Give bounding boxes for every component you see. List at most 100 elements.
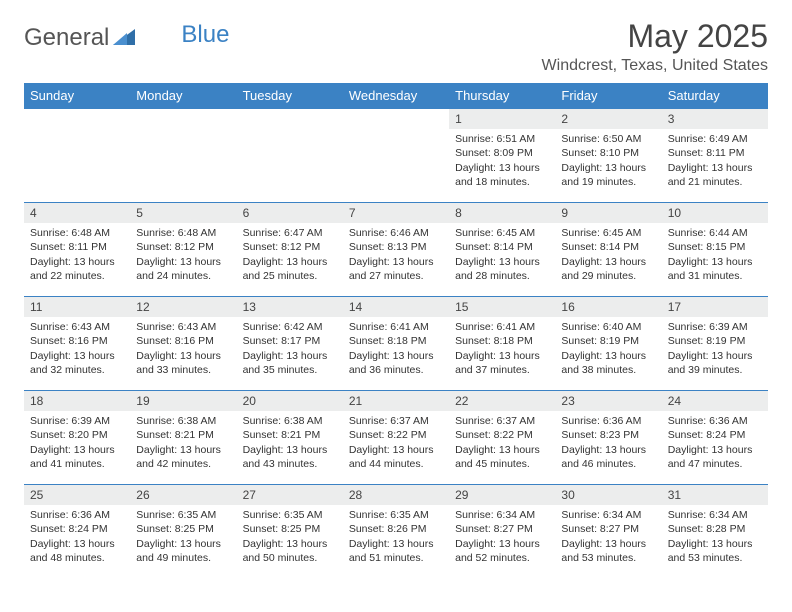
calendar-day-cell: 4Sunrise: 6:48 AMSunset: 8:11 PMDaylight… — [24, 203, 130, 297]
day-number: 20 — [237, 391, 343, 411]
day-number: 25 — [24, 485, 130, 505]
sunrise-line: Sunrise: 6:36 AM — [668, 414, 762, 428]
daylight-line: Daylight: 13 hours and 32 minutes. — [30, 349, 124, 377]
calendar-day-cell: 27Sunrise: 6:35 AMSunset: 8:25 PMDayligh… — [237, 485, 343, 579]
sunrise-line: Sunrise: 6:45 AM — [561, 226, 655, 240]
calendar-day-cell: 3Sunrise: 6:49 AMSunset: 8:11 PMDaylight… — [662, 109, 768, 203]
sunrise-line: Sunrise: 6:39 AM — [30, 414, 124, 428]
calendar: SundayMondayTuesdayWednesdayThursdayFrid… — [24, 83, 768, 579]
day-number: 9 — [555, 203, 661, 223]
day-details: Sunrise: 6:42 AMSunset: 8:17 PMDaylight:… — [237, 317, 343, 379]
sunset-line: Sunset: 8:18 PM — [349, 334, 443, 348]
logo-triangle-icon — [113, 24, 135, 52]
day-details: Sunrise: 6:44 AMSunset: 8:15 PMDaylight:… — [662, 223, 768, 285]
sunset-line: Sunset: 8:11 PM — [30, 240, 124, 254]
calendar-day-cell: 10Sunrise: 6:44 AMSunset: 8:15 PMDayligh… — [662, 203, 768, 297]
logo-text-a: General — [24, 24, 109, 52]
calendar-empty-cell — [130, 109, 236, 203]
day-details: Sunrise: 6:49 AMSunset: 8:11 PMDaylight:… — [662, 129, 768, 191]
calendar-day-cell: 6Sunrise: 6:47 AMSunset: 8:12 PMDaylight… — [237, 203, 343, 297]
calendar-day-cell: 7Sunrise: 6:46 AMSunset: 8:13 PMDaylight… — [343, 203, 449, 297]
daylight-line: Daylight: 13 hours and 27 minutes. — [349, 255, 443, 283]
sunset-line: Sunset: 8:12 PM — [243, 240, 337, 254]
sunset-line: Sunset: 8:11 PM — [668, 146, 762, 160]
day-details: Sunrise: 6:36 AMSunset: 8:24 PMDaylight:… — [24, 505, 130, 567]
day-details: Sunrise: 6:51 AMSunset: 8:09 PMDaylight:… — [449, 129, 555, 191]
calendar-day-cell: 29Sunrise: 6:34 AMSunset: 8:27 PMDayligh… — [449, 485, 555, 579]
day-details: Sunrise: 6:48 AMSunset: 8:12 PMDaylight:… — [130, 223, 236, 285]
sunrise-line: Sunrise: 6:43 AM — [136, 320, 230, 334]
sunset-line: Sunset: 8:24 PM — [30, 522, 124, 536]
calendar-day-cell: 26Sunrise: 6:35 AMSunset: 8:25 PMDayligh… — [130, 485, 236, 579]
daylight-line: Daylight: 13 hours and 36 minutes. — [349, 349, 443, 377]
day-number: 21 — [343, 391, 449, 411]
sunset-line: Sunset: 8:25 PM — [136, 522, 230, 536]
day-details: Sunrise: 6:34 AMSunset: 8:27 PMDaylight:… — [555, 505, 661, 567]
day-details: Sunrise: 6:38 AMSunset: 8:21 PMDaylight:… — [130, 411, 236, 473]
day-number: 13 — [237, 297, 343, 317]
logo: General Blue — [24, 18, 229, 52]
sunset-line: Sunset: 8:16 PM — [136, 334, 230, 348]
calendar-day-cell: 2Sunrise: 6:50 AMSunset: 8:10 PMDaylight… — [555, 109, 661, 203]
day-number: 30 — [555, 485, 661, 505]
calendar-day-cell: 21Sunrise: 6:37 AMSunset: 8:22 PMDayligh… — [343, 391, 449, 485]
day-number: 7 — [343, 203, 449, 223]
daylight-line: Daylight: 13 hours and 49 minutes. — [136, 537, 230, 565]
sunset-line: Sunset: 8:19 PM — [561, 334, 655, 348]
daylight-line: Daylight: 13 hours and 22 minutes. — [30, 255, 124, 283]
day-details: Sunrise: 6:41 AMSunset: 8:18 PMDaylight:… — [449, 317, 555, 379]
day-number: 4 — [24, 203, 130, 223]
day-number: 1 — [449, 109, 555, 129]
day-details: Sunrise: 6:40 AMSunset: 8:19 PMDaylight:… — [555, 317, 661, 379]
sunrise-line: Sunrise: 6:36 AM — [30, 508, 124, 522]
calendar-day-cell: 8Sunrise: 6:45 AMSunset: 8:14 PMDaylight… — [449, 203, 555, 297]
sunset-line: Sunset: 8:27 PM — [561, 522, 655, 536]
calendar-empty-cell — [343, 109, 449, 203]
sunset-line: Sunset: 8:14 PM — [455, 240, 549, 254]
day-details: Sunrise: 6:43 AMSunset: 8:16 PMDaylight:… — [24, 317, 130, 379]
sunset-line: Sunset: 8:13 PM — [349, 240, 443, 254]
sunset-line: Sunset: 8:23 PM — [561, 428, 655, 442]
sunrise-line: Sunrise: 6:37 AM — [349, 414, 443, 428]
calendar-day-cell: 14Sunrise: 6:41 AMSunset: 8:18 PMDayligh… — [343, 297, 449, 391]
day-details: Sunrise: 6:45 AMSunset: 8:14 PMDaylight:… — [449, 223, 555, 285]
sunset-line: Sunset: 8:21 PM — [243, 428, 337, 442]
sunrise-line: Sunrise: 6:41 AM — [349, 320, 443, 334]
calendar-empty-cell — [237, 109, 343, 203]
calendar-day-cell: 9Sunrise: 6:45 AMSunset: 8:14 PMDaylight… — [555, 203, 661, 297]
daylight-line: Daylight: 13 hours and 19 minutes. — [561, 161, 655, 189]
day-details: Sunrise: 6:41 AMSunset: 8:18 PMDaylight:… — [343, 317, 449, 379]
daylight-line: Daylight: 13 hours and 37 minutes. — [455, 349, 549, 377]
sunrise-line: Sunrise: 6:50 AM — [561, 132, 655, 146]
calendar-day-cell: 24Sunrise: 6:36 AMSunset: 8:24 PMDayligh… — [662, 391, 768, 485]
day-number: 18 — [24, 391, 130, 411]
sunrise-line: Sunrise: 6:44 AM — [668, 226, 762, 240]
sunrise-line: Sunrise: 6:49 AM — [668, 132, 762, 146]
title-block: May 2025 Windcrest, Texas, United States — [542, 18, 768, 75]
sunrise-line: Sunrise: 6:48 AM — [30, 226, 124, 240]
sunrise-line: Sunrise: 6:38 AM — [136, 414, 230, 428]
header: General Blue May 2025 Windcrest, Texas, … — [24, 18, 768, 75]
day-number: 19 — [130, 391, 236, 411]
sunset-line: Sunset: 8:19 PM — [668, 334, 762, 348]
daylight-line: Daylight: 13 hours and 28 minutes. — [455, 255, 549, 283]
sunset-line: Sunset: 8:26 PM — [349, 522, 443, 536]
day-details: Sunrise: 6:45 AMSunset: 8:14 PMDaylight:… — [555, 223, 661, 285]
day-number: 14 — [343, 297, 449, 317]
day-number: 23 — [555, 391, 661, 411]
calendar-day-cell: 31Sunrise: 6:34 AMSunset: 8:28 PMDayligh… — [662, 485, 768, 579]
day-number: 31 — [662, 485, 768, 505]
day-number: 22 — [449, 391, 555, 411]
calendar-day-cell: 15Sunrise: 6:41 AMSunset: 8:18 PMDayligh… — [449, 297, 555, 391]
day-number: 26 — [130, 485, 236, 505]
day-details: Sunrise: 6:38 AMSunset: 8:21 PMDaylight:… — [237, 411, 343, 473]
day-number: 3 — [662, 109, 768, 129]
sunset-line: Sunset: 8:28 PM — [668, 522, 762, 536]
daylight-line: Daylight: 13 hours and 48 minutes. — [30, 537, 124, 565]
calendar-day-cell: 30Sunrise: 6:34 AMSunset: 8:27 PMDayligh… — [555, 485, 661, 579]
weekday-header: Tuesday — [237, 83, 343, 109]
calendar-week-row: 18Sunrise: 6:39 AMSunset: 8:20 PMDayligh… — [24, 391, 768, 485]
day-details: Sunrise: 6:48 AMSunset: 8:11 PMDaylight:… — [24, 223, 130, 285]
sunset-line: Sunset: 8:12 PM — [136, 240, 230, 254]
sunset-line: Sunset: 8:21 PM — [136, 428, 230, 442]
